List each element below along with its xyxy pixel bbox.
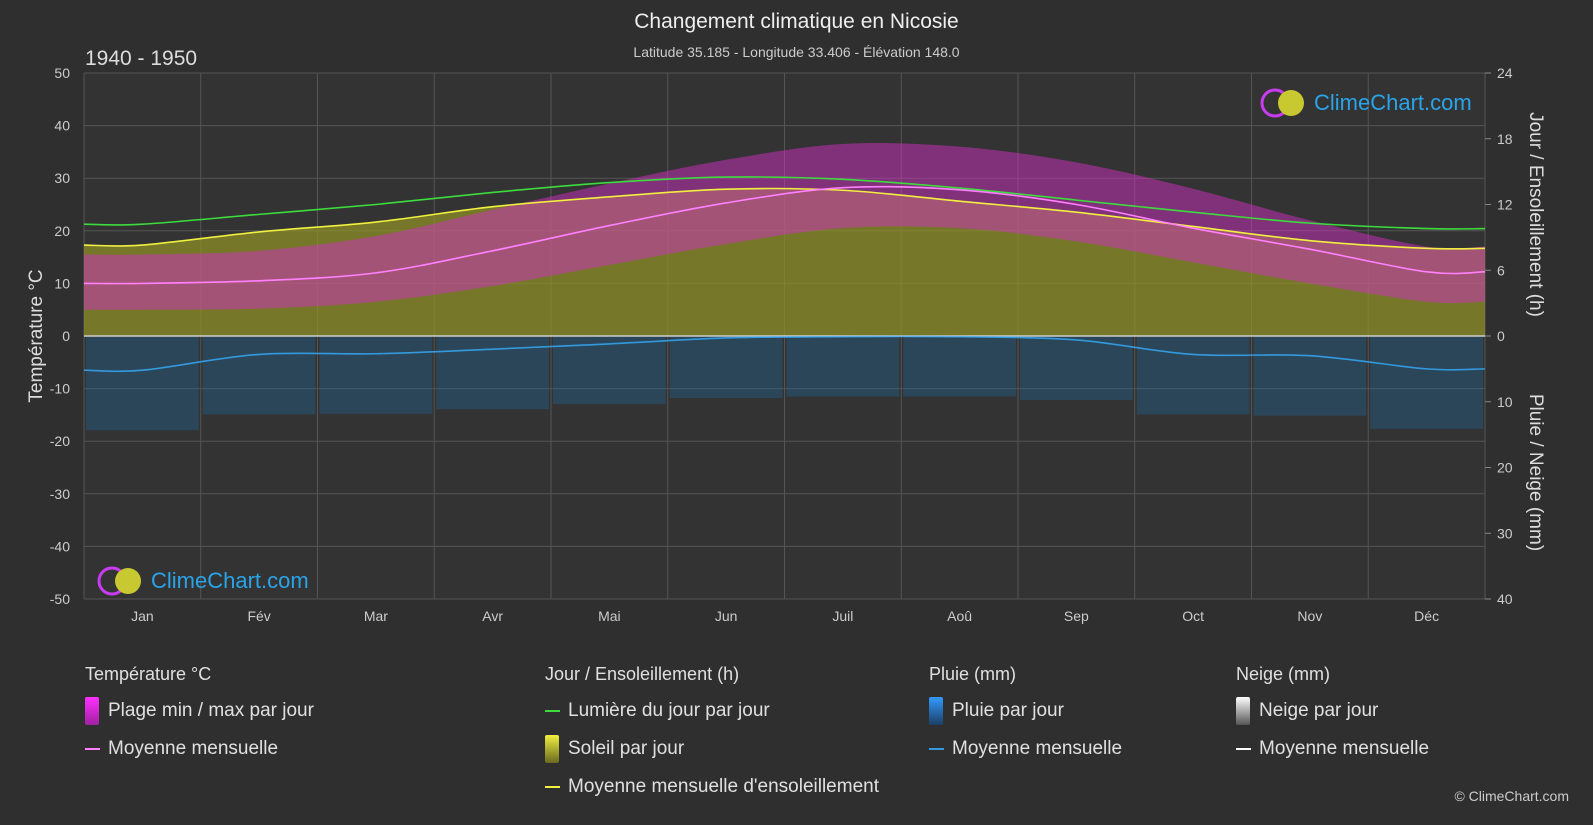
legend-heading: Pluie (mm) [929,664,1017,684]
snow-mean-swatch [1236,748,1251,750]
legend-label: Soleil par jour [568,738,685,759]
legend-sun: Jour / Ensoleillement (h) Lumière du jou… [545,664,879,813]
y3-tick-label: 20 [1497,460,1513,476]
legend-label: Moyenne mensuelle [108,738,279,759]
logo-icon [97,566,141,596]
rain-mean-line [83,335,1486,373]
y2-tick-label: 0 [1497,328,1505,344]
rain-bar [669,336,783,398]
sunshine-mean-swatch [545,786,560,788]
rain-bar [1020,336,1133,400]
period-label: 1940 - 1950 [85,47,198,70]
x-tick-label: Jan [131,608,154,624]
y-tick-label: 0 [62,328,70,344]
rain-swatch [929,697,943,725]
rain-bar [86,336,199,431]
y-tick-label: -10 [50,381,70,397]
x-tick-label: Fév [247,608,270,624]
rain-bar [1370,336,1483,429]
x-tick-label: Sep [1064,608,1089,624]
y3-tick-label: 30 [1497,525,1513,541]
x-tick-label: Juil [832,608,853,624]
copyright: © ClimeChart.com [1454,788,1569,804]
rain-bar [903,336,1016,397]
legend-label: Pluie par jour [952,700,1064,721]
logo-text: ClimeChart.com [1314,90,1472,115]
chart-title: Changement climatique en Nicosie [634,10,959,33]
legend-item: Moyenne mensuelle [929,737,1122,761]
y2-tick-label: 12 [1497,197,1513,213]
legend-snow: Neige (mm) Neige par jour Moyenne mensue… [1236,664,1429,775]
x-tick-label: Déc [1414,608,1439,624]
rain-mean-swatch [929,748,944,750]
y-tick-label: 20 [54,223,70,239]
logo-bottom[interactable]: ClimeChart.com [95,564,309,598]
y3-tick-label: 40 [1497,591,1513,607]
temp-range-swatch [85,697,99,725]
y2-axis-title: Jour / Ensoleillement (h) [1525,112,1546,317]
y-tick-label: -40 [50,538,70,554]
y-tick-label: 50 [54,65,70,81]
sunshine-mean-line [83,187,1486,250]
legend-item: Moyenne mensuelle [85,737,314,761]
x-tick-label: Nov [1297,608,1322,624]
legend-item: Moyenne mensuelle d'ensoleillement [545,775,879,799]
y-tick-label: 30 [54,170,70,186]
y-tick-label: -50 [50,591,70,607]
snow-swatch [1236,697,1250,725]
legend-label: Moyenne mensuelle [952,738,1123,759]
temp-mean-swatch [85,748,100,750]
rain-bar [319,336,433,414]
legend-label: Moyenne mensuelle d'ensoleillement [568,776,879,797]
legend-item: Soleil par jour [545,735,879,763]
y-axis-title: Température °C [26,269,47,402]
x-tick-label: Oct [1182,608,1204,624]
legend-rain: Pluie (mm) Pluie par jour Moyenne mensue… [929,664,1122,775]
legend-item: Lumière du jour par jour [545,699,879,723]
legend-label: Plage min / max par jour [108,700,314,721]
y-tick-label: -30 [50,486,70,502]
logo-icon [1260,88,1304,118]
legend-item: Moyenne mensuelle [1236,737,1429,761]
x-tick-label: Aoû [947,608,972,624]
legend-item: Plage min / max par jour [85,697,314,725]
logo-text: ClimeChart.com [151,568,309,593]
rain-bar [1136,336,1250,415]
temperature-mean-line [83,185,1486,285]
y-tick-label: 10 [54,275,70,291]
rain-bar [786,336,900,397]
rain-bar [202,336,316,415]
legend-item: Pluie par jour [929,697,1122,725]
chart-subtitle: Latitude 35.185 - Longitude 33.406 - Élé… [633,44,960,60]
legend-label: Neige par jour [1259,700,1379,721]
y2-tick-label: 18 [1497,131,1513,147]
temperature-range-band [84,143,1485,310]
daylight-swatch [545,710,560,712]
daylight-line [83,176,1486,230]
y-tick-label: -20 [50,433,70,449]
logo-top[interactable]: ClimeChart.com [1258,86,1472,120]
rain-bar [553,336,666,404]
x-tick-label: Mai [598,608,621,624]
legend-heading: Jour / Ensoleillement (h) [545,664,740,684]
rain-bar [1253,336,1367,416]
x-tick-label: Avr [482,608,503,624]
legend-heading: Neige (mm) [1236,664,1331,684]
y-tick-label: 40 [54,118,70,134]
legend-label: Moyenne mensuelle [1259,738,1430,759]
sunshine-swatch [545,735,559,763]
x-tick-label: Jun [715,608,738,624]
y3-tick-label: 10 [1497,394,1513,410]
legend-item: Neige par jour [1236,697,1429,725]
y2-tick-label: 24 [1497,65,1513,81]
legend-temperature: Température °C Plage min / max par jour … [85,664,314,775]
legend-heading: Température °C [85,664,212,684]
y3-axis-title: Pluie / Neige (mm) [1525,394,1546,551]
y2-tick-label: 6 [1497,262,1505,278]
legend-label: Lumière du jour par jour [568,700,770,721]
x-tick-label: Mar [364,608,388,624]
